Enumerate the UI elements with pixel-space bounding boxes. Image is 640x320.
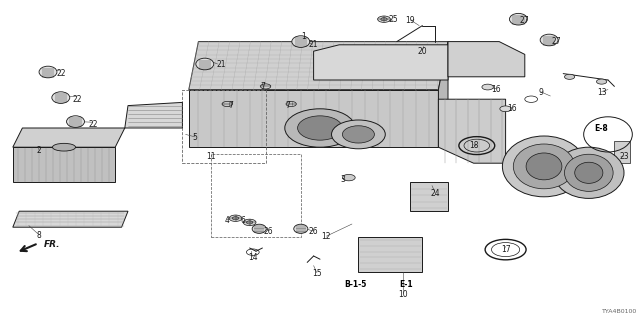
Text: 1: 1	[301, 32, 307, 41]
Polygon shape	[189, 90, 438, 147]
Text: 11: 11	[207, 152, 216, 161]
Text: 21: 21	[309, 40, 318, 49]
Text: 22: 22	[72, 95, 81, 104]
Polygon shape	[13, 128, 125, 147]
Ellipse shape	[500, 106, 511, 112]
Ellipse shape	[243, 219, 256, 226]
Polygon shape	[314, 45, 448, 80]
Text: 23: 23	[619, 152, 629, 161]
Ellipse shape	[342, 174, 355, 181]
Text: 19: 19	[404, 16, 415, 25]
Polygon shape	[448, 42, 525, 77]
Text: 26: 26	[264, 228, 274, 236]
Ellipse shape	[229, 215, 242, 221]
Text: 17: 17	[500, 245, 511, 254]
Text: E-1: E-1	[399, 280, 413, 289]
Ellipse shape	[381, 18, 387, 21]
Ellipse shape	[232, 217, 239, 220]
Polygon shape	[614, 141, 630, 163]
Text: 8: 8	[36, 231, 41, 240]
Text: H: H	[62, 145, 66, 150]
Ellipse shape	[564, 154, 613, 191]
Ellipse shape	[294, 224, 308, 233]
Text: 2: 2	[36, 146, 41, 155]
Text: B-1-5: B-1-5	[344, 280, 366, 289]
Text: FR.: FR.	[44, 240, 60, 249]
Ellipse shape	[502, 136, 586, 197]
Text: E-8: E-8	[595, 124, 609, 132]
Text: 16: 16	[507, 104, 517, 113]
Ellipse shape	[596, 79, 607, 84]
Ellipse shape	[285, 109, 355, 147]
Text: 14: 14	[248, 253, 258, 262]
Ellipse shape	[52, 143, 76, 151]
Text: 7: 7	[285, 101, 291, 110]
Text: 27: 27	[552, 37, 562, 46]
Text: 5: 5	[193, 133, 198, 142]
Text: 9: 9	[538, 88, 543, 97]
Text: 12: 12	[322, 232, 331, 241]
Text: TYA4B0100: TYA4B0100	[602, 309, 637, 314]
Ellipse shape	[342, 126, 374, 143]
Ellipse shape	[554, 147, 624, 198]
Text: 21: 21	[216, 60, 225, 68]
Text: 16: 16	[491, 85, 501, 94]
Ellipse shape	[67, 116, 84, 127]
Ellipse shape	[378, 16, 390, 22]
Ellipse shape	[298, 116, 342, 140]
Ellipse shape	[482, 84, 493, 90]
Text: 20: 20	[417, 47, 428, 56]
Ellipse shape	[540, 34, 558, 46]
Polygon shape	[125, 102, 182, 128]
Text: 18: 18	[469, 141, 478, 150]
Ellipse shape	[246, 221, 253, 224]
Text: 10: 10	[398, 290, 408, 299]
Text: 25: 25	[388, 15, 399, 24]
Ellipse shape	[509, 13, 527, 25]
Ellipse shape	[513, 144, 575, 189]
Text: 6: 6	[241, 216, 246, 225]
Text: 15: 15	[312, 269, 322, 278]
Polygon shape	[13, 211, 128, 227]
Text: 26: 26	[308, 228, 319, 236]
Ellipse shape	[52, 92, 70, 103]
Text: 3: 3	[340, 175, 345, 184]
Bar	[182, 90, 266, 163]
Polygon shape	[13, 147, 115, 182]
Ellipse shape	[39, 66, 57, 78]
Ellipse shape	[575, 162, 603, 183]
Ellipse shape	[196, 58, 214, 70]
Ellipse shape	[252, 224, 266, 233]
Polygon shape	[189, 42, 448, 90]
Text: 22: 22	[88, 120, 97, 129]
Ellipse shape	[292, 36, 310, 47]
Text: 4: 4	[225, 216, 230, 225]
Text: 7: 7	[228, 101, 233, 110]
Text: 7: 7	[260, 82, 265, 91]
Text: 27: 27	[520, 16, 530, 25]
Polygon shape	[438, 99, 506, 163]
Ellipse shape	[526, 153, 562, 180]
Text: 13: 13	[596, 88, 607, 97]
Ellipse shape	[332, 120, 385, 149]
Ellipse shape	[564, 74, 575, 79]
Text: 24: 24	[430, 189, 440, 198]
Polygon shape	[438, 42, 448, 147]
Polygon shape	[410, 182, 448, 211]
Bar	[211, 154, 301, 237]
Polygon shape	[358, 237, 422, 272]
Text: 22: 22	[56, 69, 65, 78]
